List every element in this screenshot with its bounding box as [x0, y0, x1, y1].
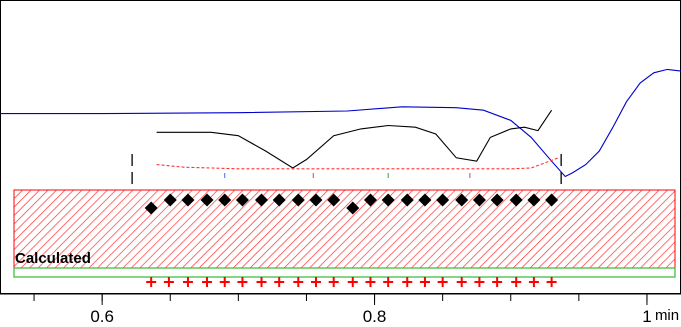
- diamond-marker: [346, 201, 360, 215]
- plus-marker: [492, 277, 503, 287]
- diamond-marker: [200, 193, 214, 207]
- plus-marker: [511, 277, 522, 287]
- diamond-marker: [527, 193, 541, 207]
- diamond-marker: [163, 193, 177, 207]
- plus-marker: [219, 277, 230, 287]
- plus-marker: [237, 277, 248, 287]
- diamond-marker: [418, 193, 432, 207]
- diamond-marker: [218, 193, 232, 207]
- diamond-marker: [363, 193, 377, 207]
- diamond-marker: [381, 193, 395, 207]
- x-tick-label: 1: [642, 307, 651, 326]
- plus-marker: [293, 277, 304, 287]
- series-layer: [0, 68, 681, 178]
- plus-marker: [437, 277, 448, 287]
- plus-marker: [474, 277, 485, 287]
- diamond-marker: [272, 193, 286, 207]
- x-axis-unit: min: [655, 307, 679, 324]
- diamond-marker: [436, 193, 450, 207]
- diamond-marker: [455, 193, 469, 207]
- plus-marker: [528, 277, 539, 287]
- plus-marker: [256, 277, 267, 287]
- x-tick-label: 0.6: [90, 307, 114, 326]
- calculated-region-label: Calculated: [15, 250, 91, 267]
- diamond-marker: [309, 193, 323, 207]
- plus-marker: [365, 277, 376, 287]
- plus-marker: [163, 277, 174, 287]
- plus-marker: [202, 277, 213, 287]
- series-0-trace: [0, 68, 681, 178]
- calculated-region: [13, 189, 676, 269]
- plus-marker: [310, 277, 321, 287]
- diamond-marker: [144, 201, 158, 215]
- plus-marker: [274, 277, 285, 287]
- series-2-trace: [156, 157, 559, 170]
- diamond-marker: [545, 193, 559, 207]
- diamond-marker: [255, 193, 269, 207]
- plus-marker: [546, 277, 557, 287]
- series-1-trace: [156, 109, 553, 169]
- markers-layer: [131, 154, 562, 287]
- plus-marker: [146, 277, 157, 287]
- plus-marker: [347, 277, 358, 287]
- diamond-marker: [291, 193, 305, 207]
- diamond-marker: [327, 193, 341, 207]
- x-tick-label: 0.8: [363, 307, 387, 326]
- plus-marker: [182, 277, 193, 287]
- plus-marker: [456, 277, 467, 287]
- diamond-marker: [400, 193, 414, 207]
- plus-marker: [383, 277, 394, 287]
- diamond-marker: [509, 193, 523, 207]
- plus-marker: [402, 277, 413, 287]
- baseline-band: [13, 267, 676, 278]
- diamond-marker: [181, 193, 195, 207]
- diamond-marker: [490, 193, 504, 207]
- plus-marker: [328, 277, 339, 287]
- x-axis-ticks: 0.6 0.8 1: [33, 294, 652, 326]
- diamond-marker: [235, 193, 249, 207]
- diamond-marker: [472, 193, 486, 207]
- plus-marker: [419, 277, 430, 287]
